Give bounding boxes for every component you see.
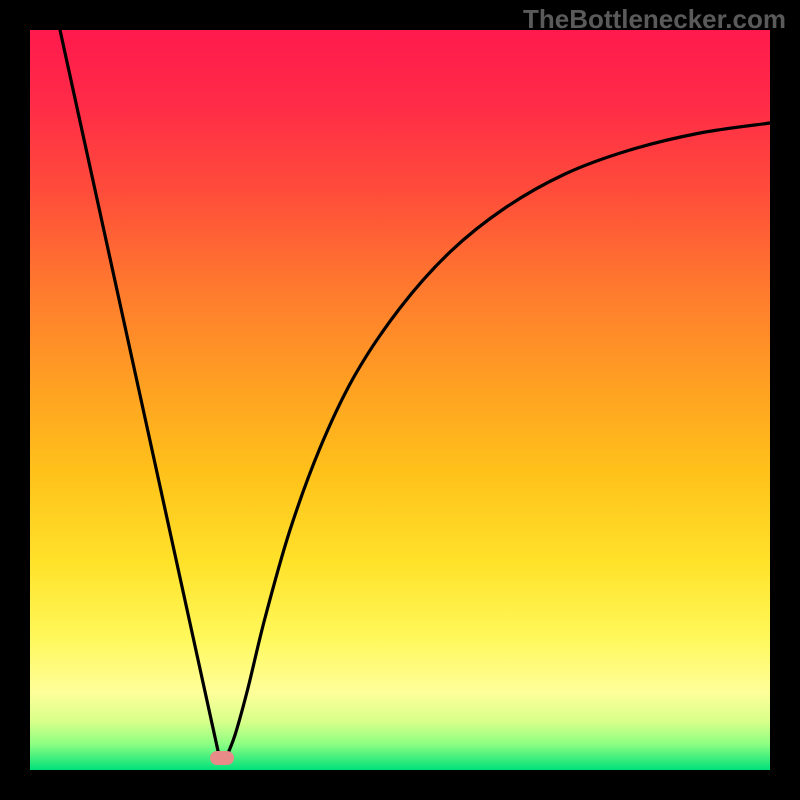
chart-canvas: TheBottlenecker.com <box>0 0 800 800</box>
bottleneck-curve <box>60 30 770 760</box>
curve-layer <box>0 0 800 800</box>
watermark-text: TheBottlenecker.com <box>523 4 786 35</box>
trough-marker <box>210 751 234 765</box>
